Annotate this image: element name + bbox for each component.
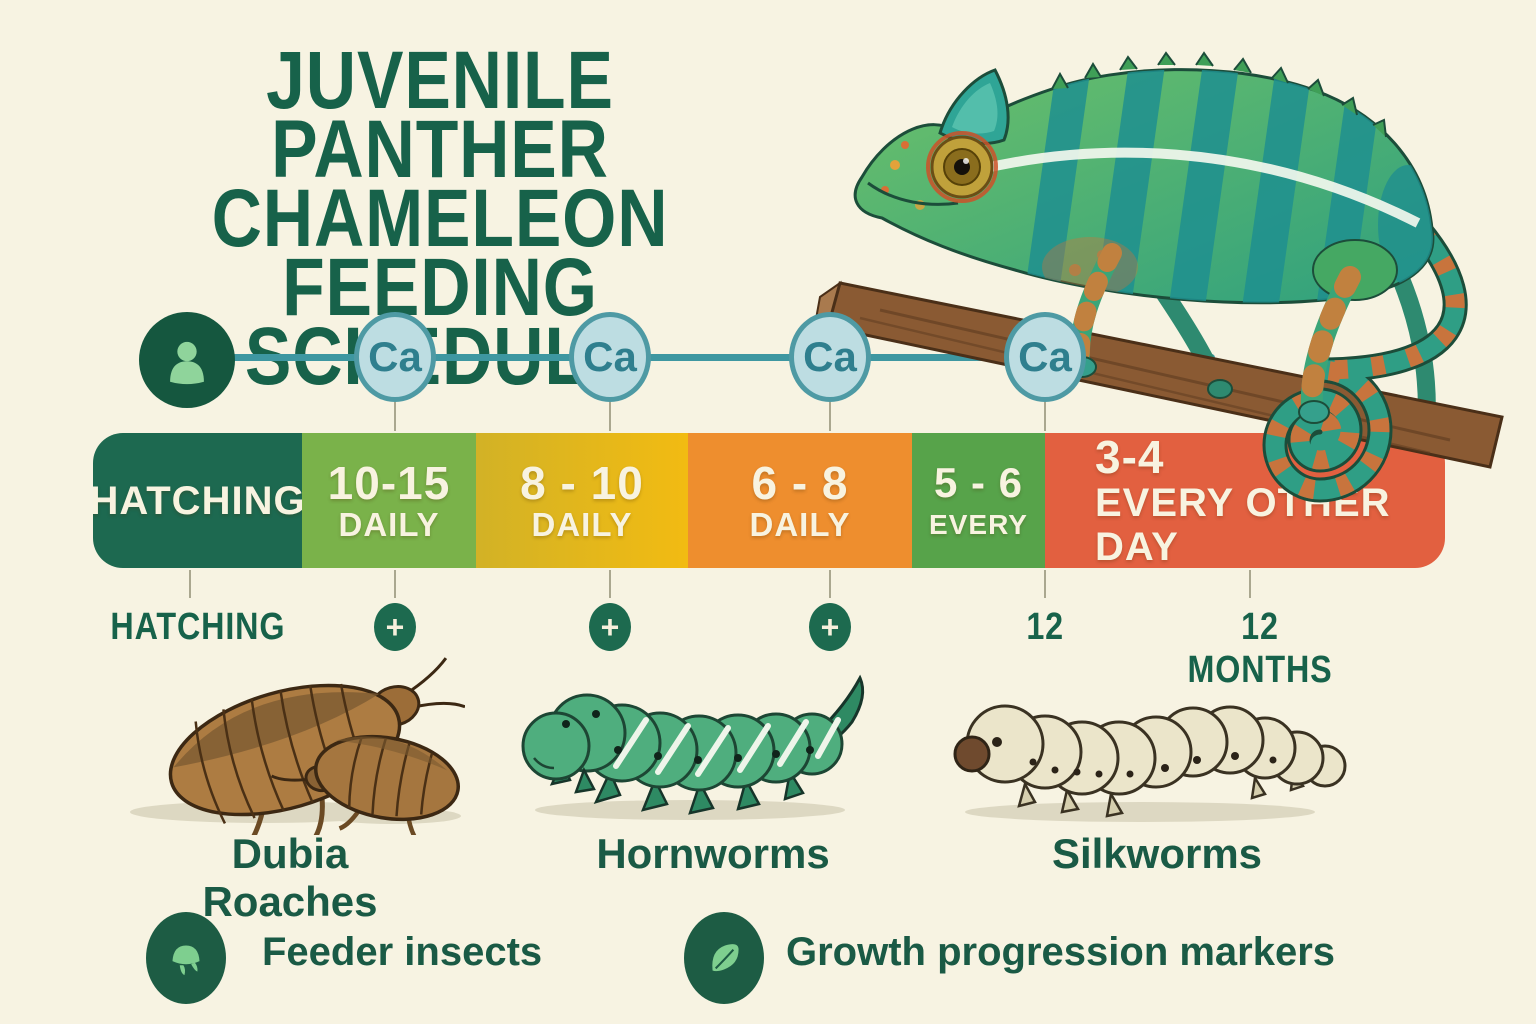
tick-mark [1044,570,1046,598]
person-icon [170,341,204,385]
axis-label-hatching: HATCHING [110,606,286,648]
leaf-icon [712,944,739,972]
tick-mark [829,402,831,431]
tick-mark [394,570,396,598]
segment-sublabel: DAILY [531,505,633,543]
plus-icon: + [600,608,620,645]
growth-plus-marker: + [589,603,631,651]
plus-icon: + [385,608,405,645]
bar-segment-5-6-every: 5 - 6 EVERY [912,433,1045,568]
calcium-marker-3: Ca [789,312,871,402]
silkworm-illustration [953,704,1347,822]
calcium-label: Ca [583,333,637,380]
legend-label-feeder-insects: Feeder insects [262,930,543,974]
segment-sublabel: DAILY [338,505,440,543]
timeline-line [185,354,1215,361]
tick-mark [609,570,611,598]
dubia-roaches-illustration [130,657,465,835]
bar-segment-6-8-daily: 6 - 8 DAILY [688,433,912,568]
chameleon-illustration [814,51,1504,503]
axis-label-12-months: 12 MONTHS [1187,606,1333,691]
growth-markers-legend-marker [684,912,764,1004]
segment-label: HATCHING [93,478,306,523]
calcium-marker-2: Ca [569,312,651,402]
growth-plus-marker: + [809,603,851,651]
tick-mark [1249,570,1251,598]
calcium-marker-4: Ca [1004,312,1086,402]
tick-mark [829,570,831,598]
segment-sublabel: EVERY [929,508,1028,540]
feeder-label-hornworms: Hornworms [596,830,830,877]
calcium-label: Ca [803,333,857,380]
bar-segment-hatching: HATCHING [93,433,305,568]
insect-icon [172,945,200,976]
tick-mark [1044,402,1046,431]
calcium-marker-1: Ca [354,312,436,402]
title-line-2: CHAMELEON [211,173,669,264]
segment-label: 5 - 6 [933,458,1024,506]
axis-label-12: 12 [1026,606,1064,648]
feeder-insects-legend-marker [146,912,226,1004]
segment-label: 8 - 10 [520,456,644,509]
bar-segment-8-10-daily: 8 - 10 DAILY [476,433,688,568]
feeder-label-dubia-roaches: Dubia Roaches [202,830,378,925]
calcium-label: Ca [368,333,422,380]
plus-icon: + [820,608,840,645]
feeder-label-silkworms: Silkworms [1051,830,1263,877]
legend-label-growth-markers: Growth progression markers [786,930,1336,974]
hornworm-illustration [521,674,865,820]
title-line-1: JUVENILE PANTHER [266,35,614,195]
calcium-label: Ca [1018,333,1072,380]
tick-mark [189,570,191,598]
bar-segment-10-15-daily: 10-15 DAILY [302,433,476,568]
segment-label: 10-15 [327,456,451,509]
tick-mark [394,402,396,431]
growth-plus-marker: + [374,603,416,651]
hatching-start-marker [139,312,235,408]
tick-mark [609,402,611,431]
segment-sublabel: DAILY [749,505,851,543]
segment-label: 6 - 8 [751,456,849,509]
segment-label: 3-4 [1095,433,1165,483]
